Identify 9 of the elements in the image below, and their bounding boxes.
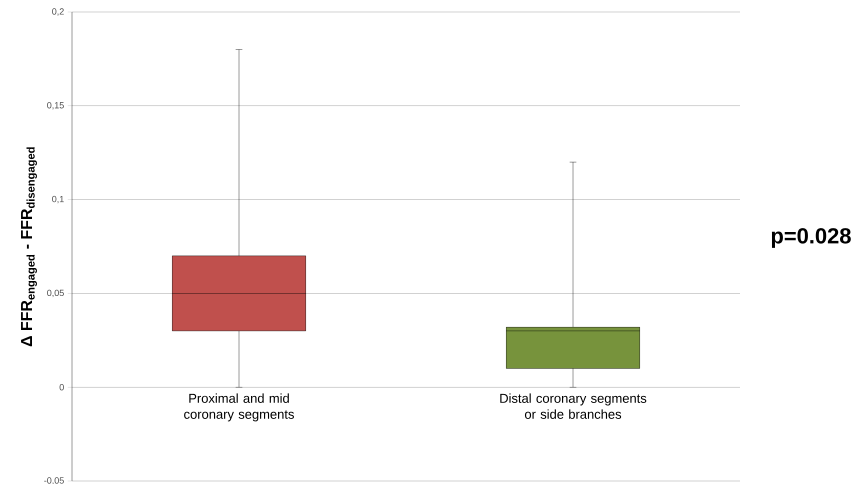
text: p=0.028 (772, 228, 851, 248)
y-axis-title: $\textbf{Δ FFR}_{\textbf{engaged}}\ \textbf{-}\ \textbf{FFR}_{\textbf{disengaged}}$ (21, 147, 37, 346)
y-tick-label: 0,15 (47, 102, 64, 110)
y-tick-label: 0,2 (52, 8, 64, 16)
x-tick-label: Proximal and mid coronary segments (184, 393, 294, 422)
y-tick-label: 0,05 (47, 290, 64, 298)
y-tick-label: 0 (60, 384, 64, 390)
x-tick-label: Distal coronary segments or side branches (500, 393, 646, 419)
y-tick-label: 0,1 (52, 196, 64, 204)
